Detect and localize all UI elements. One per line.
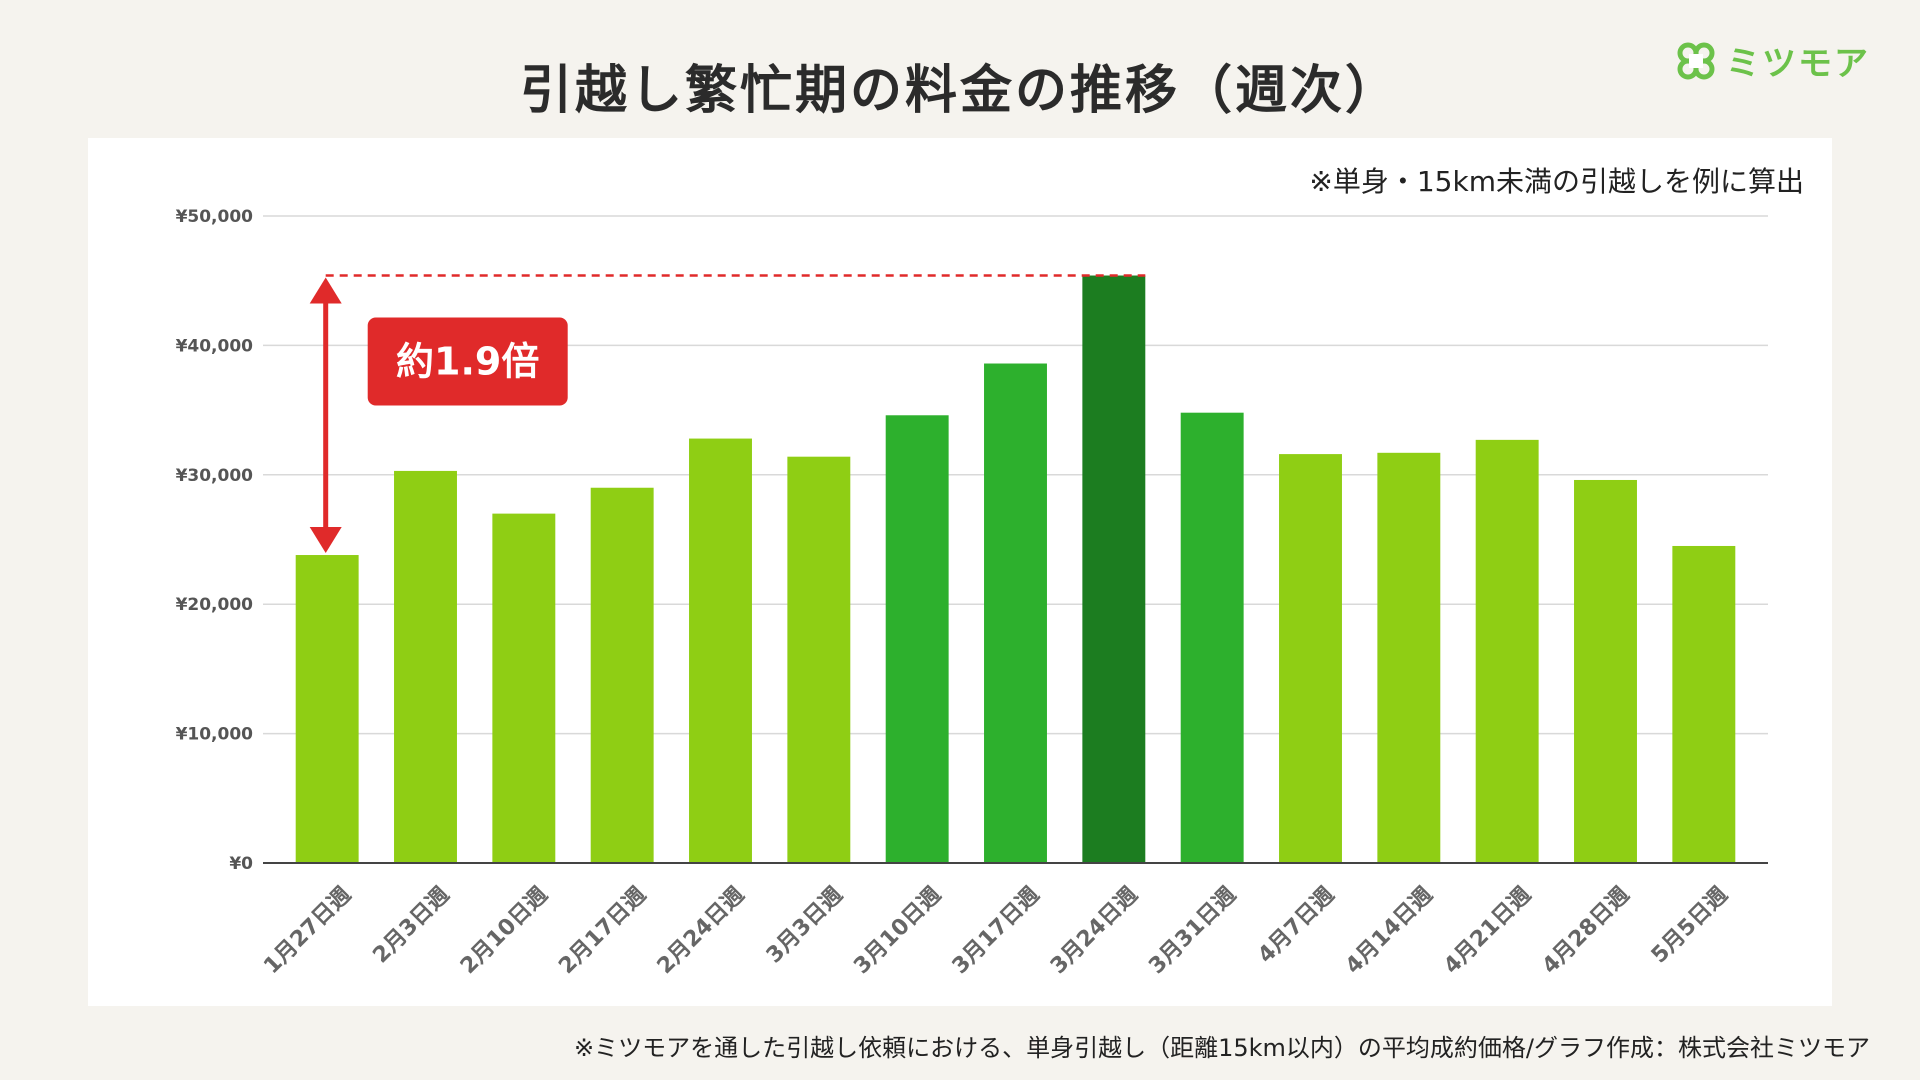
y-tick-label: ¥10,000 [176, 725, 254, 745]
page-title: 引越し繁忙期の料金の推移（週次） [519, 61, 1400, 121]
bar [1672, 545, 1736, 863]
x-tick-label: 2月3日週 [368, 882, 454, 968]
bar [295, 555, 359, 863]
x-tick-label: 4月21日週 [1439, 882, 1536, 979]
bar [1475, 439, 1539, 863]
bar [1279, 454, 1342, 863]
x-tick-label: 4月7日週 [1253, 882, 1339, 968]
bar [590, 487, 654, 863]
clover-logo-icon [1677, 42, 1715, 79]
x-tick-label: 3月17日週 [948, 882, 1045, 979]
brand-name: ミツモア [1726, 44, 1870, 84]
ratio-badge-label: 約1.9倍 [396, 340, 539, 384]
bar [1377, 452, 1441, 863]
footer-note: ※ミツモアを通した引越し依頼における、単身引越し（距離15km以内）の平均成約価… [573, 1034, 1870, 1062]
bar [787, 456, 851, 863]
x-tick-label: 3月24日週 [1046, 882, 1143, 979]
chart-note: ※単身・15km未満の引越しを例に算出 [1309, 165, 1804, 198]
bar-chart: ¥0 ¥10,000 ¥20,000 ¥30,000 ¥40,000 ¥50,000 1月2… [176, 207, 1768, 979]
bar [1574, 479, 1637, 863]
x-tick-label: 4月28日週 [1538, 882, 1635, 979]
bar [492, 513, 556, 863]
x-tick-label: 2月10日週 [456, 882, 553, 979]
arrow-down-icon [309, 527, 342, 554]
x-tick-label: 2月24日週 [653, 882, 750, 979]
y-tick-label: ¥20,000 [176, 595, 254, 615]
x-tick-label: 3月31日週 [1144, 882, 1241, 979]
chart-panel: ※単身・15km未満の引越しを例に算出 ¥0 ¥10,000 ¥20,000 ¥30,… [88, 138, 1832, 1006]
bar [885, 415, 949, 863]
bar [1082, 275, 1146, 863]
x-tick-label: 3月3日週 [762, 882, 848, 968]
bar [394, 470, 457, 863]
y-tick-label: ¥30,000 [176, 466, 254, 486]
brand-logo: ミツモア [1676, 36, 1870, 85]
x-tick-label: 3月10日週 [849, 882, 946, 979]
y-tick-label: ¥40,000 [176, 336, 254, 356]
bar [689, 438, 752, 863]
y-tick-label: ¥50,000 [176, 207, 254, 227]
bar [1180, 412, 1244, 863]
arrow-up-icon [309, 277, 342, 304]
x-tick-label: 4月14日週 [1341, 882, 1438, 979]
bar [984, 363, 1047, 863]
x-tick-label: 1月27日週 [259, 882, 356, 979]
x-tick-label: 2月17日週 [554, 882, 651, 979]
x-tick-label: 5月5日週 [1647, 882, 1733, 968]
ratio-badge [367, 317, 568, 406]
y-tick-label: ¥0 [229, 854, 253, 874]
